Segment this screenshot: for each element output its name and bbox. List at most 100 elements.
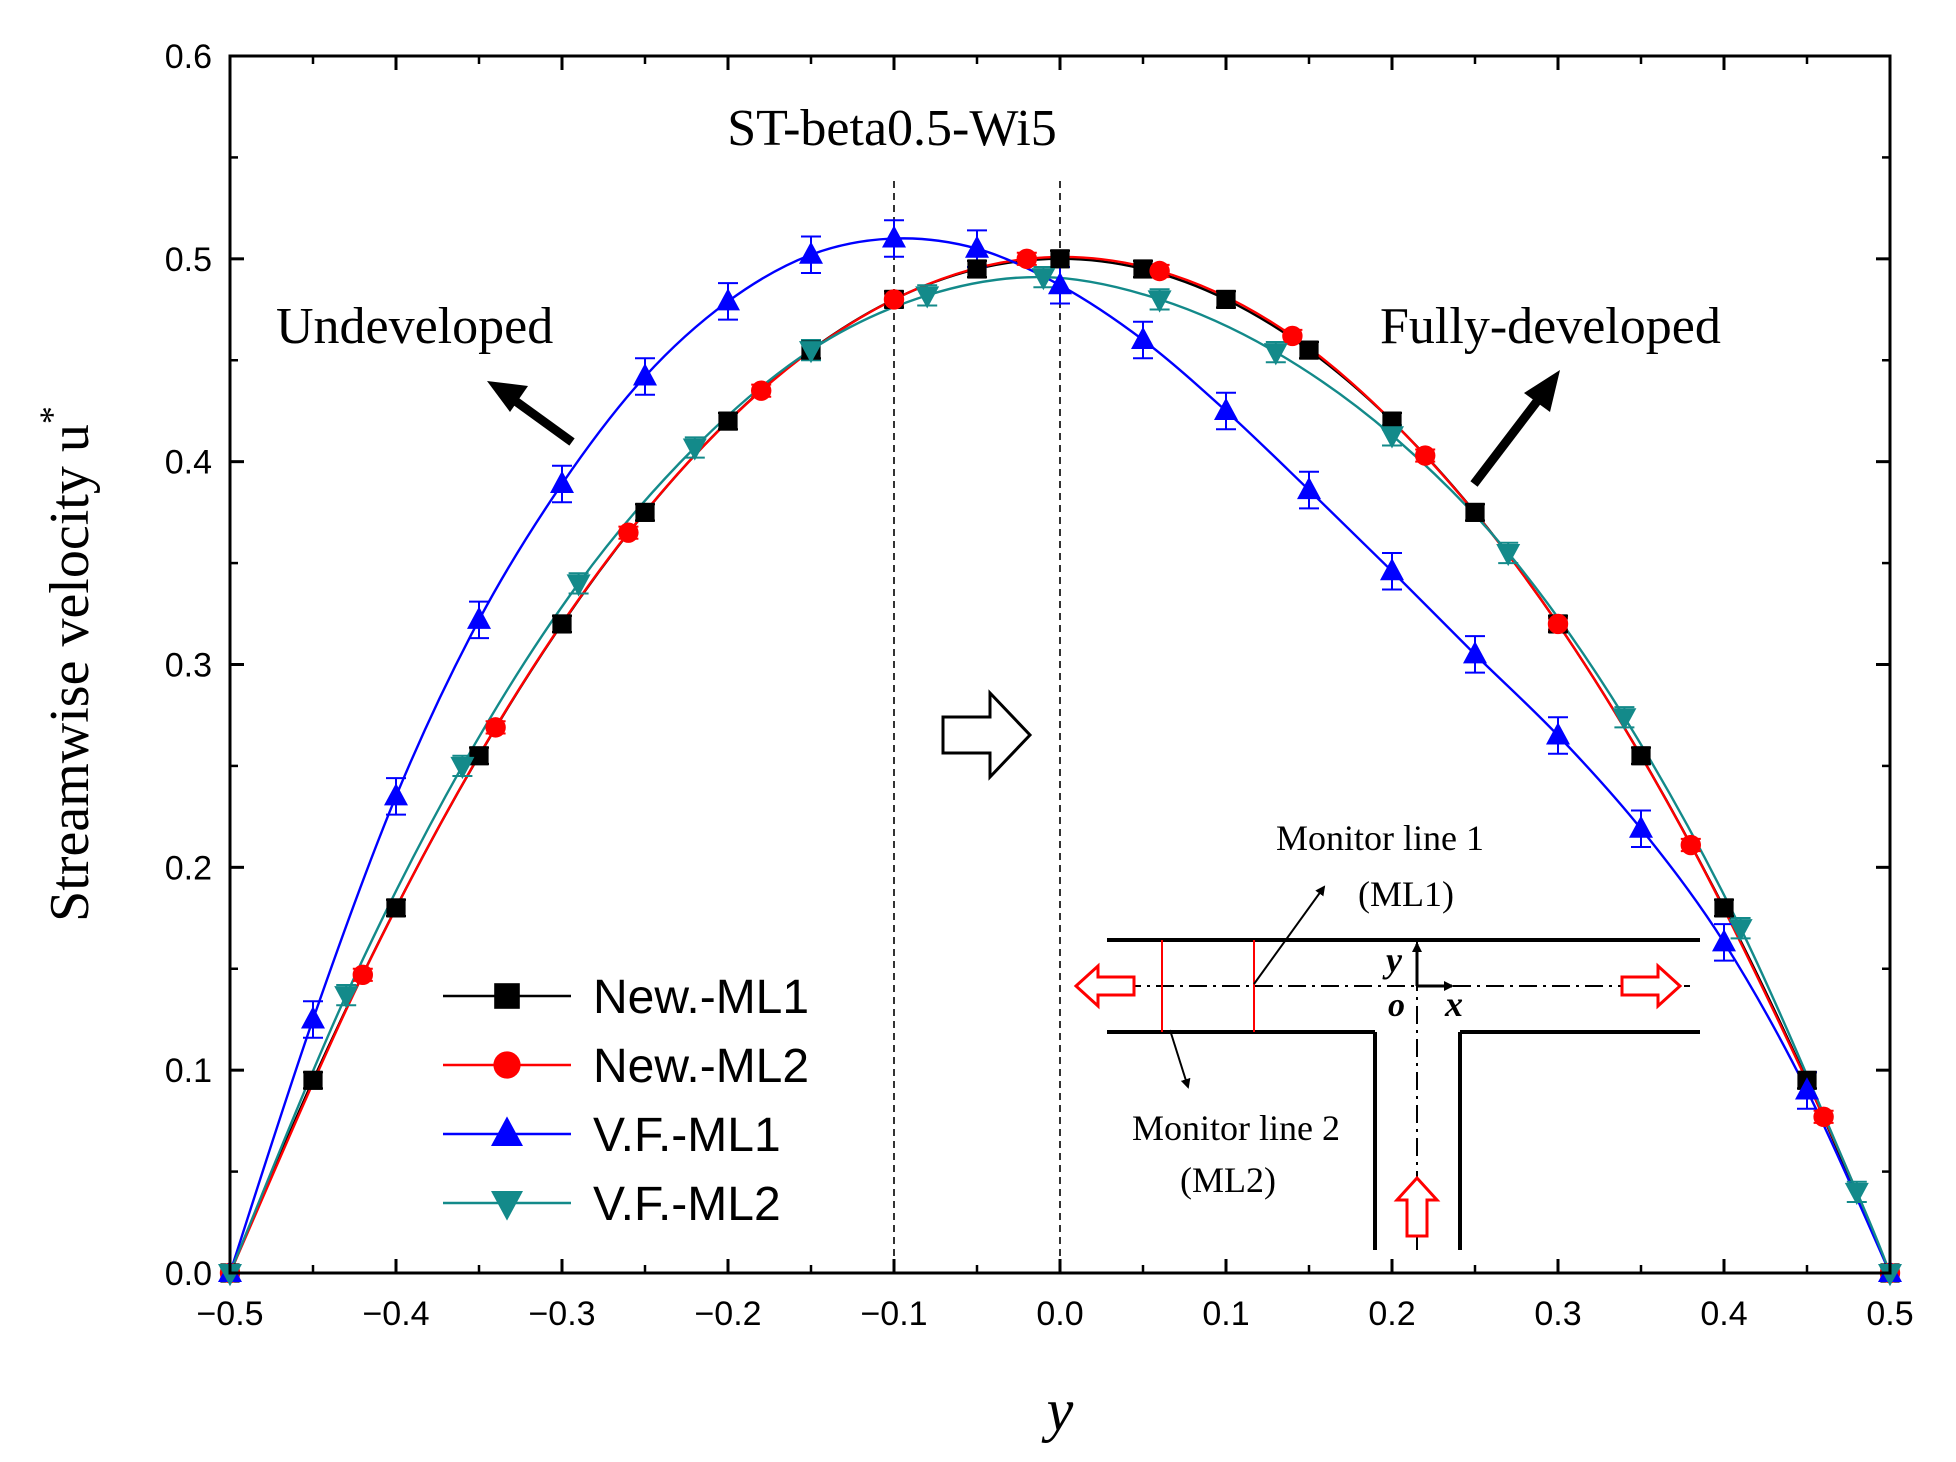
- data-point: [1050, 249, 1070, 269]
- data-point: [1216, 289, 1236, 309]
- data-point: [301, 1006, 325, 1029]
- data-point: [915, 286, 940, 309]
- data-point: [1463, 641, 1487, 664]
- y-tick-label: 0.0: [165, 1255, 212, 1293]
- data-point: [552, 614, 572, 634]
- legend-label-1: New.-ML2: [593, 1040, 809, 1093]
- data-point: [1131, 326, 1155, 349]
- data-point: [1844, 1182, 1869, 1206]
- axis-ticks: [228, 54, 1892, 1275]
- data-point: [718, 411, 738, 431]
- data-point: [218, 1264, 242, 1287]
- data-point: [1031, 268, 1056, 291]
- data-point: [1712, 929, 1736, 952]
- data-point: [384, 783, 408, 806]
- data-point: [618, 522, 639, 543]
- legend-marker-2: [491, 1116, 523, 1146]
- y-tick-label: 0.5: [165, 241, 212, 279]
- data-point: [1133, 259, 1153, 279]
- x-tick-label: 0.1: [1202, 1295, 1249, 1333]
- data-point: [485, 717, 506, 738]
- inset-origin-label: o: [1388, 987, 1405, 1024]
- series-markers: [218, 225, 1902, 1287]
- data-point: [467, 606, 491, 629]
- annotation-undeveloped: Undeveloped: [276, 298, 553, 355]
- data-point: [469, 746, 489, 766]
- data-point: [635, 502, 655, 522]
- y-tick-label: 0.4: [165, 444, 212, 482]
- arrow-undeveloped-head: [487, 381, 528, 412]
- legend-label-2: V.F.-ML1: [593, 1109, 781, 1162]
- inset-axis-x-label: x: [1444, 984, 1463, 1024]
- x-tick-label: 0.2: [1368, 1295, 1415, 1333]
- data-point: [682, 438, 707, 461]
- legend-marker-1: [493, 1051, 521, 1079]
- y-axis-label-text: Streamwise velocity u: [39, 424, 101, 922]
- arrow-fully-developed: [1470, 397, 1542, 487]
- data-point: [1547, 613, 1569, 635]
- data-point: [1016, 248, 1037, 270]
- arrow-undeveloped: [511, 396, 575, 446]
- data-point: [334, 986, 359, 1009]
- x-tick-label: 0.0: [1036, 1295, 1083, 1333]
- inset-outlet-left-arrow-icon: [1073, 962, 1136, 1010]
- data-point: [716, 288, 740, 311]
- data-point: [967, 259, 987, 279]
- reference-lines: [893, 181, 1061, 1273]
- y-tick-label: 0.1: [165, 1052, 212, 1090]
- x-tick-label: −0.1: [860, 1295, 927, 1333]
- legend-label-0: New.-ML1: [593, 971, 809, 1024]
- x-tick-label: 0.3: [1534, 1295, 1581, 1333]
- data-point: [1728, 919, 1753, 942]
- data-point: [1714, 898, 1734, 918]
- data-point: [633, 363, 657, 386]
- y-tick-label: 0.2: [165, 849, 212, 887]
- y-axis-label: Streamwise velocity u*: [32, 406, 101, 922]
- inset-label-ml2: Monitor line 2: [1132, 1108, 1340, 1148]
- inset-pointer-ml2: [1169, 1029, 1191, 1089]
- x-tick-label: −0.3: [528, 1295, 595, 1333]
- inset-label-ml2-abbr: (ML2): [1180, 1160, 1276, 1200]
- axis-tick-labels: −0.5 −0.4 −0.3 −0.2 −0.1 0.0 0.1 0.2 0.3 0.4 0.5 0.…: [165, 38, 1914, 1333]
- data-point: [1878, 1264, 1902, 1287]
- data-point: [1263, 343, 1288, 366]
- data-point: [1382, 411, 1402, 431]
- data-point: [799, 341, 823, 364]
- data-point: [1282, 325, 1303, 347]
- inset-label-ml1: Monitor line 1: [1276, 818, 1484, 858]
- x-axis-label: y: [1041, 1377, 1074, 1443]
- inset-schematic: Monitor line 1 (ML1) Monitor line 2 (ML2…: [1073, 818, 1700, 1250]
- data-point: [1629, 815, 1653, 838]
- data-point: [1813, 1106, 1834, 1128]
- data-point: [1048, 272, 1072, 295]
- data-point: [1795, 1077, 1819, 1100]
- data-point: [450, 756, 475, 780]
- legend: New.-ML1 New.-ML2 V.F.-ML1 V.F.-ML2: [443, 971, 809, 1231]
- x-tick-label: −0.4: [362, 1295, 429, 1333]
- x-tick-label: 0.4: [1700, 1295, 1747, 1333]
- data-point: [1415, 445, 1436, 466]
- data-point: [352, 964, 373, 986]
- data-point: [882, 225, 906, 248]
- data-point: [751, 380, 772, 401]
- data-point: [566, 574, 591, 597]
- data-point: [1631, 746, 1651, 766]
- data-point: [1149, 260, 1170, 282]
- y-axis-label-group: Streamwise velocity u*: [32, 406, 101, 922]
- inset-inlet-up-arrow-icon: [1393, 1175, 1441, 1238]
- data-point: [1299, 340, 1319, 360]
- data-point: [1465, 502, 1485, 522]
- x-tick-label: −0.2: [694, 1295, 761, 1333]
- x-tick-label: 0.5: [1866, 1295, 1913, 1333]
- y-axis-label-superscript: *: [32, 406, 72, 424]
- data-point: [1380, 557, 1404, 581]
- data-point: [1546, 722, 1570, 745]
- chart-title: ST-beta0.5-Wi5: [727, 100, 1057, 157]
- data-point: [883, 289, 905, 310]
- inset-outlet-right-arrow-icon: [1620, 962, 1683, 1010]
- data-point: [965, 235, 989, 258]
- data-point: [386, 898, 406, 918]
- flow-direction-arrow-icon: [941, 689, 1033, 781]
- arrow-fully-developed-head: [1524, 370, 1560, 412]
